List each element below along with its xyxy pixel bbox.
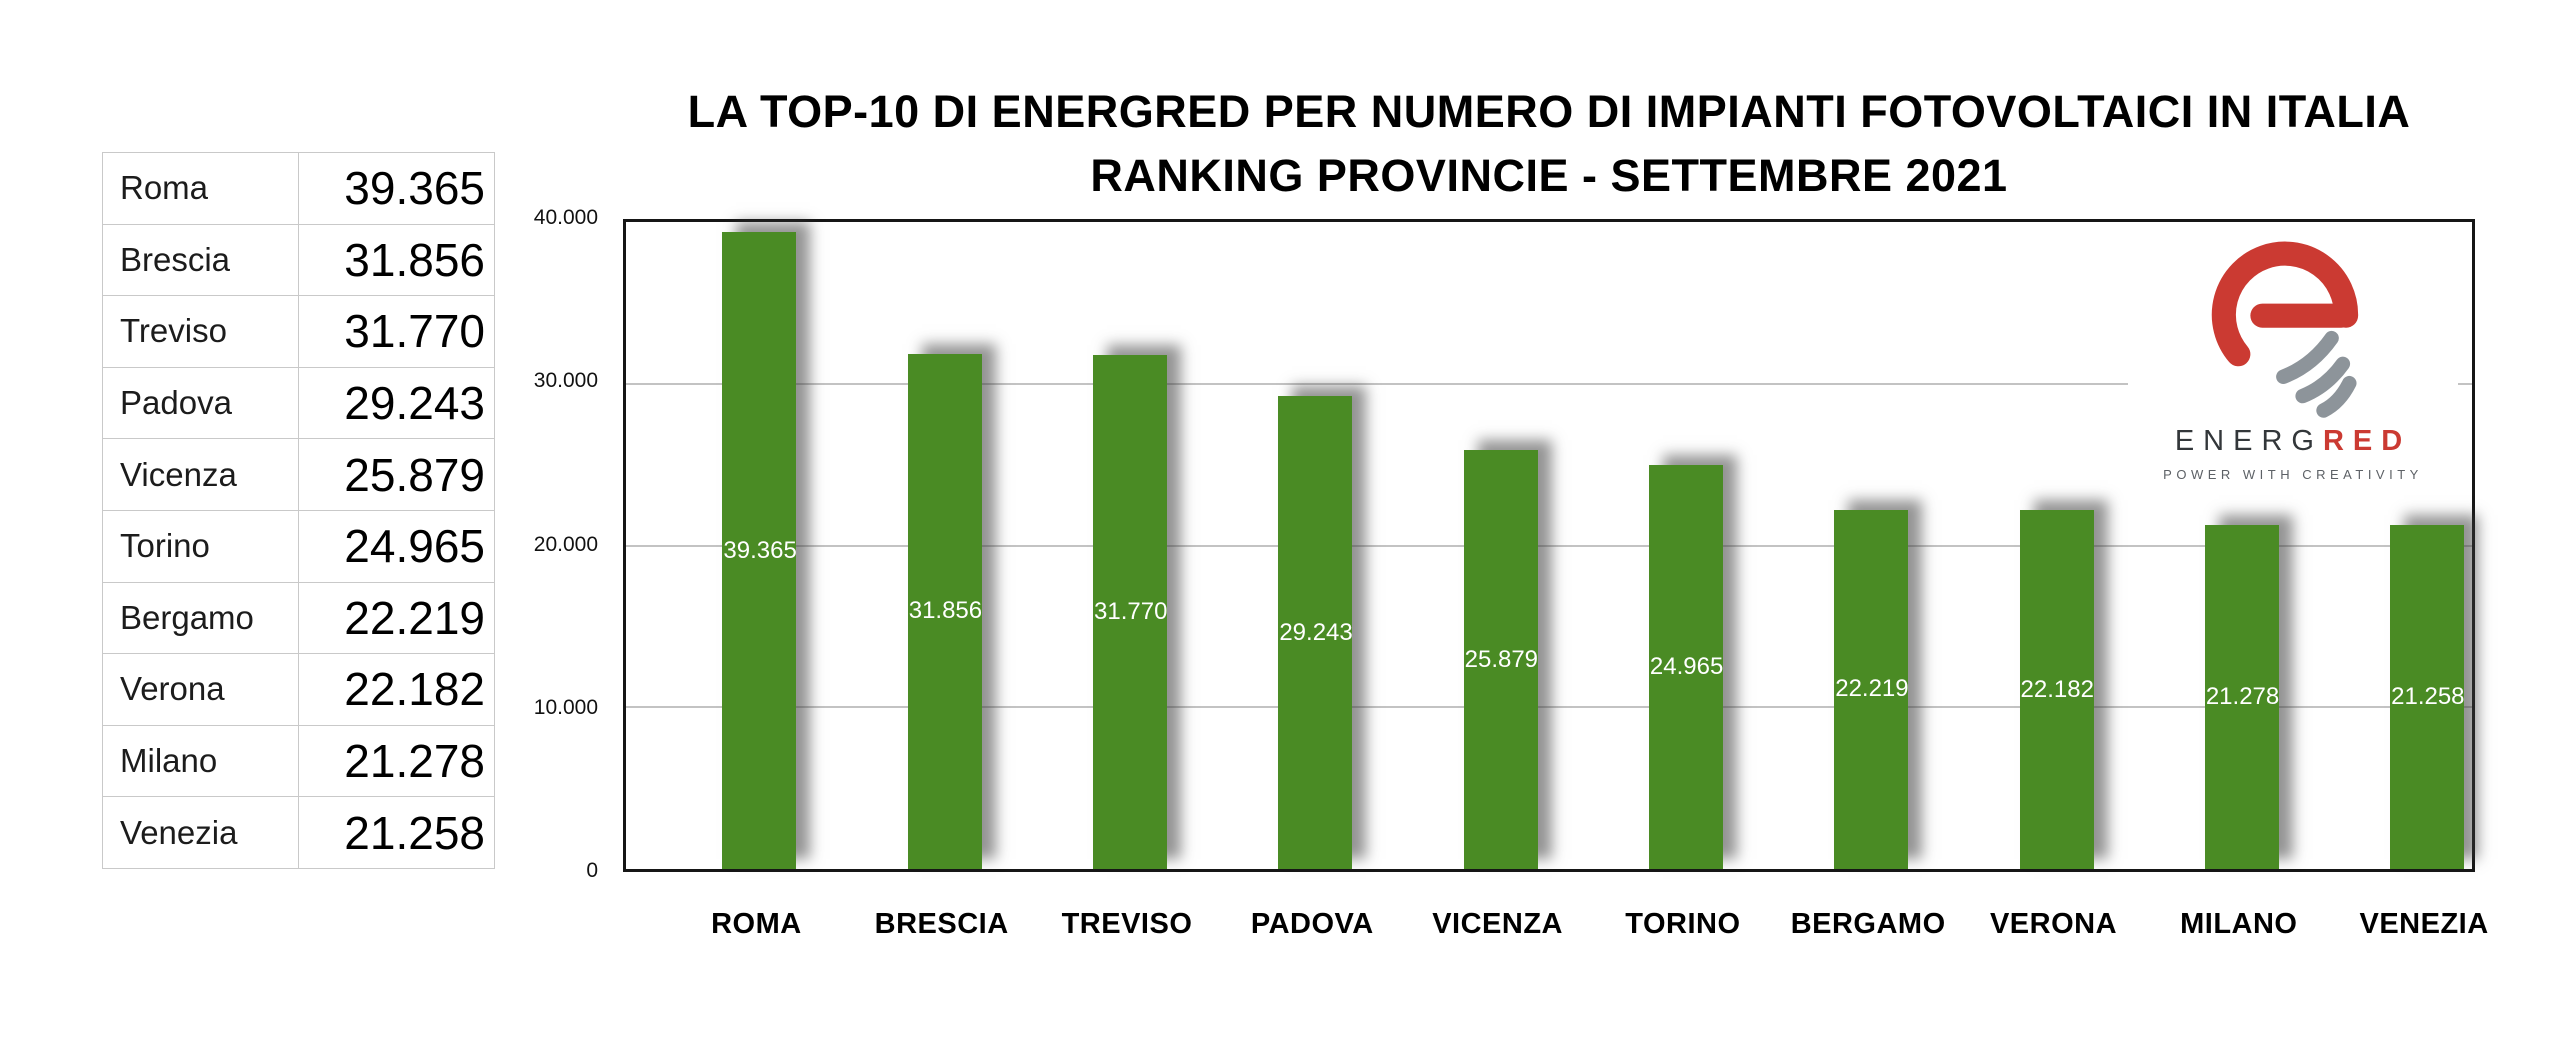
x-axis-label: TORINO xyxy=(1625,908,1741,940)
province-value: 29.243 xyxy=(344,377,485,430)
brand-suffix: RED xyxy=(2322,425,2412,457)
province-value: 31.856 xyxy=(344,233,485,286)
table-row: Torino 24.965 xyxy=(103,510,494,583)
bar-treviso: 31.770 xyxy=(1093,355,1167,869)
table-row: Padova 29.243 xyxy=(103,367,494,440)
y-axis-tick-label: 10.000 xyxy=(533,695,598,719)
province-name: Treviso xyxy=(103,296,299,367)
bar-brescia: 31.856 xyxy=(907,353,983,869)
province-name: Bergamo xyxy=(103,582,299,654)
bar-torino: 24.965 xyxy=(1648,465,1724,869)
bar-value-label: 39.365 xyxy=(723,536,797,564)
x-axis-label: PADOVA xyxy=(1250,908,1374,940)
x-axis-label: VENEZIA xyxy=(2359,908,2489,940)
province-value: 39.365 xyxy=(344,162,485,215)
province-name: Venezia xyxy=(103,797,299,868)
bar-venezia: 21.258 xyxy=(2390,525,2465,869)
province-name: Torino xyxy=(103,510,299,582)
table-row: Milano 21.278 xyxy=(103,725,494,798)
table-row: Treviso 31.770 xyxy=(103,296,494,368)
province-name: Padova xyxy=(103,367,299,439)
x-axis-label: TREVISO xyxy=(1061,908,1193,940)
bar-verona: 22.182 xyxy=(2019,510,2094,869)
bar-value-label: 21.258 xyxy=(2391,683,2465,711)
province-name: Milano xyxy=(103,725,299,797)
chart-title-line2: RANKING PROVINCIE - SETTEMBRE 2021 xyxy=(1090,150,2008,201)
table-row: Venezia 21.258 xyxy=(103,797,494,868)
brand-prefix: ENERG xyxy=(2174,425,2323,457)
x-axis-label: MILANO xyxy=(2180,908,2298,940)
y-axis-tick-label: 30.000 xyxy=(533,369,598,393)
gridline-30000 xyxy=(626,382,2472,385)
province-name: Vicenza xyxy=(103,439,299,510)
y-axis-tick-label: 40.000 xyxy=(533,206,598,229)
y-axis-tick-label: 20.000 xyxy=(533,532,598,556)
bar-vicenza: 25.879 xyxy=(1463,450,1539,869)
y-axis-tick-label: 0 xyxy=(586,859,598,882)
bar-roma: 39.365 xyxy=(722,232,797,869)
bar-value-label: 29.243 xyxy=(1279,618,1353,646)
energred-logo: ENERGRED POWER WITH CREATIVITY xyxy=(2128,230,2458,482)
energred-logo-wordmark: ENERGRED xyxy=(2175,425,2411,458)
bar-bergamo: 22.219 xyxy=(1834,509,1909,869)
bar-value-label: 22.182 xyxy=(2020,675,2094,703)
bar-padova: 29.243 xyxy=(1278,396,1353,869)
province-value: 22.182 xyxy=(344,663,485,716)
x-axis-label: VICENZA xyxy=(1432,908,1563,940)
table-row: Roma 39.365 xyxy=(103,153,494,225)
table-row: Brescia 31.856 xyxy=(103,224,494,297)
bar-milano: 21.278 xyxy=(2204,524,2280,869)
x-axis-label: ROMA xyxy=(711,908,802,940)
x-axis-label: BERGAMO xyxy=(1790,908,1946,940)
bar-chart-plot: ENERGRED POWER WITH CREATIVITY 39.365 31.… xyxy=(623,219,2475,872)
province-name: Brescia xyxy=(103,224,299,296)
gridline-10000 xyxy=(626,706,2472,709)
province-name: Roma xyxy=(103,153,299,224)
energred-logo-tagline: POWER WITH CREATIVITY xyxy=(2163,467,2423,482)
x-axis-label: BRESCIA xyxy=(874,908,1009,940)
bar-value-label: 31.856 xyxy=(908,597,983,625)
province-value: 24.965 xyxy=(344,520,485,573)
province-value: 31.770 xyxy=(344,305,485,358)
bar-value-label: 21.278 xyxy=(2205,682,2280,710)
province-value: 22.219 xyxy=(344,591,485,644)
bar-value-label: 24.965 xyxy=(1649,653,1724,681)
chart-title: LA TOP-10 DI ENERGRED PER NUMERO DI IMPI… xyxy=(623,80,2475,208)
bar-value-label: 22.219 xyxy=(1835,675,1909,703)
table-row: Verona 22.182 xyxy=(103,654,494,726)
table-row: Bergamo 22.219 xyxy=(103,582,494,655)
bar-value-label: 25.879 xyxy=(1464,645,1539,673)
table-row: Vicenza 25.879 xyxy=(103,439,494,511)
y-axis: 40.000 30.000 20.000 10.000 0 xyxy=(430,0,598,1039)
bar-value-label: 31.770 xyxy=(1094,598,1168,626)
ranking-table: Roma 39.365 Brescia 31.856 Treviso 31.770 Pado… xyxy=(102,152,495,869)
province-value: 21.258 xyxy=(344,806,485,859)
province-value: 21.278 xyxy=(344,735,485,788)
province-value: 25.879 xyxy=(344,448,485,501)
chart-title-line1: LA TOP-10 DI ENERGRED PER NUMERO DI IMPI… xyxy=(687,86,2411,137)
x-axis-label: VERONA xyxy=(1989,908,2118,940)
province-name: Verona xyxy=(103,654,299,725)
gridline-20000 xyxy=(626,544,2472,547)
energred-logo-mark-icon xyxy=(2211,241,2359,418)
